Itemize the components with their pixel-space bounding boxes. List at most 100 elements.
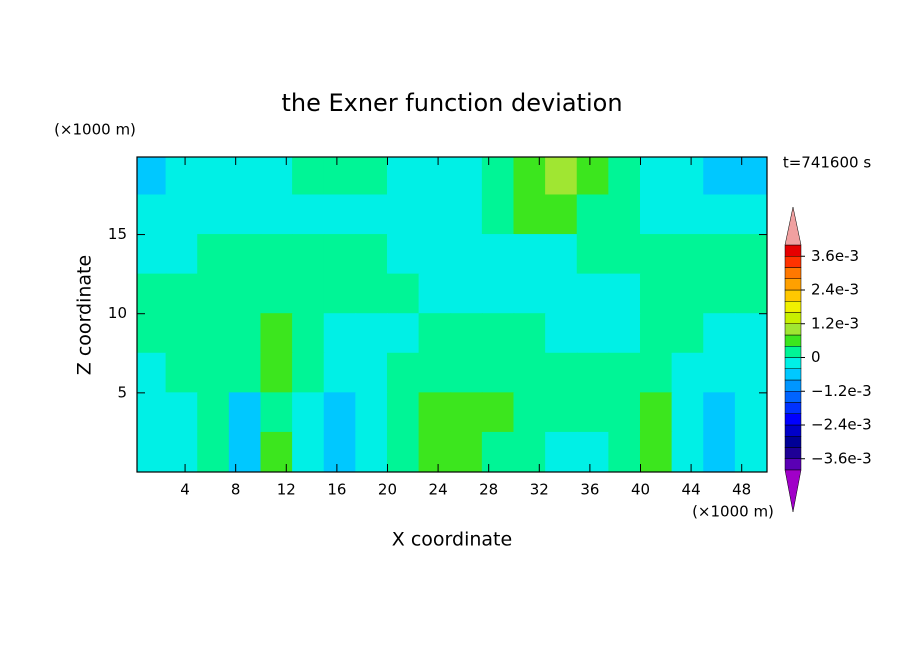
contour-cell (418, 313, 452, 354)
x-tick-label: 4 (180, 481, 190, 499)
x-tick-label: 32 (530, 481, 549, 499)
contour-cell (545, 313, 578, 354)
contour-cell (576, 313, 610, 354)
contour-cell (137, 392, 167, 433)
contour-cell (671, 234, 705, 275)
colorbar-box (784, 267, 802, 279)
contour-cell (137, 352, 167, 394)
contour-cell (260, 352, 294, 394)
colorbar-box (784, 346, 802, 358)
contour-cell (292, 157, 325, 196)
contour-cell (450, 352, 483, 394)
colorbar-tick-label: −1.2e-3 (811, 382, 872, 400)
colorbar-over (784, 206, 802, 246)
contour-cell (386, 352, 420, 394)
x-tick-label: 40 (631, 481, 650, 499)
contour-cell (418, 431, 452, 472)
contour-cell (292, 194, 325, 236)
contour-cell (639, 313, 673, 354)
time-annotation: t=741600 s (783, 154, 871, 172)
contour-cell (137, 273, 167, 315)
contour-cell (481, 392, 515, 433)
contour-cell (576, 273, 610, 315)
colorbar-tick-label: −2.4e-3 (811, 416, 872, 434)
colorbar-box (784, 323, 802, 336)
contour-cell (639, 352, 673, 394)
contour-cell (386, 392, 420, 433)
contour-cell (734, 313, 767, 354)
contour-cell (260, 194, 294, 236)
y-axis-label: Z coordinate (74, 255, 96, 375)
contour-cell (355, 392, 388, 433)
contour-cell (165, 157, 199, 196)
colorbar-box (784, 413, 802, 426)
contour-cell (228, 392, 262, 433)
x-tick-label: 12 (277, 481, 296, 499)
contour-cell (608, 352, 641, 394)
contour-cell (576, 194, 610, 236)
contour-cell (450, 392, 483, 433)
contour-cell (608, 234, 641, 275)
contour-cell (228, 157, 262, 196)
contour-cell (545, 431, 578, 472)
x-tick-label: 36 (580, 481, 599, 499)
contour-cell (576, 234, 610, 275)
colorbar-box (784, 391, 802, 403)
colorbar-tick-label: −3.6e-3 (811, 449, 872, 467)
contour-cell (323, 157, 357, 196)
contour-cell (639, 431, 673, 472)
contour-cell (703, 431, 736, 472)
contour-cell (450, 194, 483, 236)
contour-cell (513, 234, 547, 275)
x-unit-label: (×1000 m) (692, 503, 774, 521)
contour-cell (703, 273, 736, 315)
contour-cell (197, 234, 230, 275)
colorbar-box (784, 357, 802, 369)
contour-cell (481, 157, 515, 196)
colorbar-box (784, 244, 802, 257)
y-tick-label: 10 (108, 304, 127, 322)
contour-cell (418, 157, 452, 196)
contour-cell (608, 431, 641, 472)
contour-cell (165, 273, 199, 315)
contour-cell (734, 352, 767, 394)
contour-cell (197, 157, 230, 196)
contour-cell (545, 392, 578, 433)
contour-cell (703, 392, 736, 433)
contour-cell (165, 194, 199, 236)
contour-cell (260, 273, 294, 315)
contour-cell (639, 194, 673, 236)
colorbar-tick-label: 2.4e-3 (811, 281, 859, 299)
colorbar-box (784, 379, 802, 392)
contour-cell (513, 273, 547, 315)
contour-cell (228, 431, 262, 472)
contour-cell (703, 352, 736, 394)
x-tick-label: 8 (231, 481, 241, 499)
contour-cell (355, 313, 388, 354)
x-tick-label: 44 (682, 481, 701, 499)
colorbar-tick-label: 3.6e-3 (811, 247, 859, 265)
contour-cell (386, 273, 420, 315)
contour-cell (481, 431, 515, 472)
contour-cell (481, 313, 515, 354)
contour-cell (292, 352, 325, 394)
contour-field (137, 157, 767, 472)
contour-cell (292, 273, 325, 315)
contour-cell (418, 273, 452, 315)
contour-cell (165, 234, 199, 275)
contour-cell (513, 157, 547, 196)
contour-cell (137, 157, 167, 196)
contour-cell (292, 313, 325, 354)
contour-cell (165, 392, 199, 433)
contour-cell (260, 392, 294, 433)
contour-cell (734, 392, 767, 433)
contour-cell (576, 431, 610, 472)
colorbar-box (784, 402, 802, 414)
y-tick-label: 5 (117, 383, 127, 401)
contour-cell (137, 431, 167, 472)
contour-cell (703, 313, 736, 354)
contour-cell (576, 392, 610, 433)
contour-cell (513, 194, 547, 236)
contour-cell (323, 313, 357, 354)
